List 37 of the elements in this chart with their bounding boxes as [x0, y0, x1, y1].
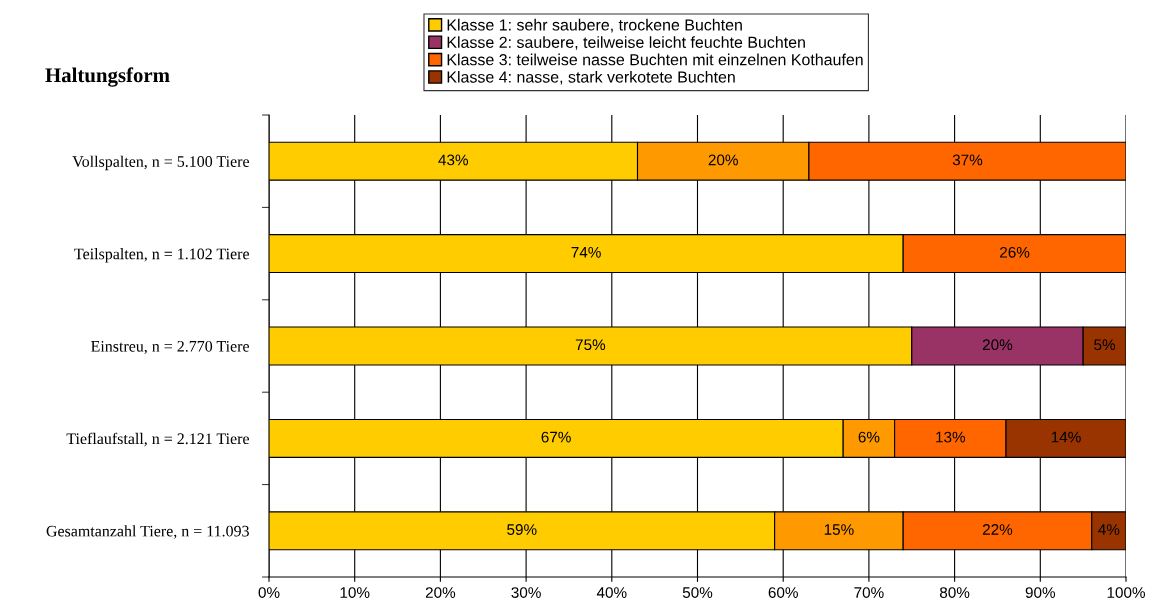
x-tick-label: 70% [854, 587, 884, 598]
legend-label: Klasse 4: nasse, stark verkotete Buchten [447, 70, 735, 85]
data-label: 20% [708, 154, 738, 166]
data-label: 15% [824, 524, 854, 535]
y-tick-label: Einstreu, n = 2.770 Tiere [91, 340, 249, 354]
data-label: 26% [1000, 246, 1030, 258]
x-tick-label: 60% [768, 587, 798, 598]
x-tick-label: 100% [1107, 587, 1145, 598]
x-tick-label: 50% [682, 587, 713, 598]
data-label: 14% [1051, 431, 1081, 443]
x-tick-label: 90% [1025, 587, 1056, 598]
y-tick-label: Gesamtanzahl Tiere, n = 11.093 [46, 525, 249, 539]
data-label: 67% [541, 431, 571, 443]
data-label: 4% [1098, 524, 1120, 535]
data-label: 20% [982, 339, 1013, 351]
x-tick-label: 30% [511, 587, 541, 598]
y-tick-label: Vollspalten, n = 5.100 Tiere [72, 155, 249, 171]
y-tick-label: Teilspalten, n = 1.102 Tiere [74, 248, 249, 263]
legend-label: Klasse 2: saubere, teilweise leicht feuchte Buchten [447, 36, 805, 50]
data-label: 43% [438, 154, 468, 166]
x-tick-label: 80% [939, 587, 970, 598]
x-tick-label: 40% [596, 587, 627, 598]
y-tick-label: Tieflaufstall, n = 2.121 Tiere [66, 432, 249, 447]
data-label: 37% [952, 154, 983, 166]
data-label: 74% [571, 246, 601, 258]
legend-label: Klasse 3: teilweise nasse Buchten mit einzelnen Kothaufen [447, 53, 863, 66]
data-label: 6% [858, 431, 880, 443]
data-label: 13% [936, 431, 966, 443]
chart-title: Haltungsform [45, 67, 170, 87]
data-label: 5% [1094, 339, 1116, 351]
data-label: 75% [575, 339, 606, 351]
x-tick-label: 0% [258, 587, 280, 598]
legend-label: Klasse 1: sehr saubere, trockene Buchten [447, 18, 742, 33]
data-label: 59% [507, 524, 537, 535]
x-tick-label: 10% [340, 587, 370, 598]
x-tick-label: 20% [425, 587, 456, 598]
data-label: 22% [982, 524, 1013, 535]
